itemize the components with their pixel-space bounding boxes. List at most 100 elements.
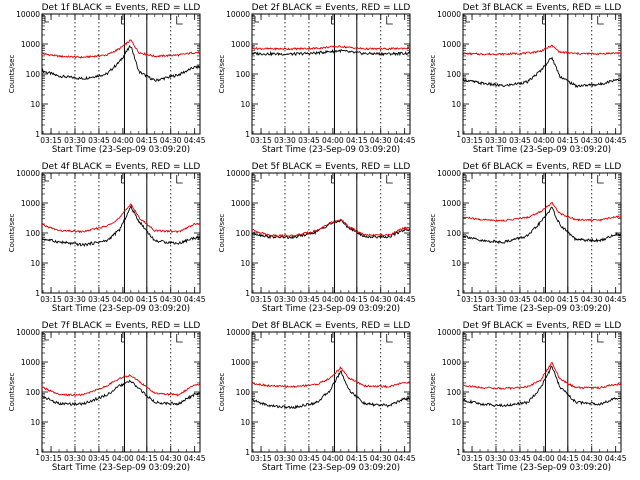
y-tick-label: 1000 [231, 40, 250, 49]
bracket-marker [597, 334, 604, 343]
panel-9: Det 9f BLACK = Events, RED = LLD 1 10 100 10… [429, 321, 627, 473]
bracket-marker [386, 175, 393, 184]
y-tick-label: 1 [456, 289, 461, 298]
x-axis-label: Start Time (23-Sep-09 03:09:20) [262, 463, 400, 473]
bracket-marker [44, 16, 49, 23]
series-line-lld-red [41, 203, 201, 234]
bracket-marker [331, 175, 335, 184]
y-tick-label: 1 [456, 448, 461, 457]
plot-frame [462, 13, 622, 135]
series-line-events-black [251, 219, 411, 240]
x-tick-label: 04:15 [346, 136, 368, 145]
y-tick-label: 10000 [437, 328, 461, 337]
x-axis-label: Start Time (23-Sep-09 03:09:20) [473, 463, 611, 473]
x-tick-label: 04:15 [557, 454, 579, 463]
x-tick-label: 03:30 [274, 454, 296, 463]
y-tick-label: 10000 [437, 169, 461, 178]
y-tick-label: 10 [451, 100, 461, 109]
x-tick-label: 04:00 [112, 454, 134, 463]
x-tick-label: 04:00 [533, 136, 555, 145]
series-line-events-black [463, 365, 622, 408]
x-tick-label: 04:45 [394, 454, 416, 463]
panel-title: Det 7f BLACK = Events, RED = LLD [42, 321, 201, 331]
x-tick-label: 03:30 [485, 454, 507, 463]
bracket-marker [597, 175, 604, 184]
bracket-marker [44, 334, 49, 341]
y-tick-label: 10 [30, 418, 40, 427]
x-axis-label: Start Time (23-Sep-09 03:09:20) [52, 463, 190, 473]
x-axis-label: Start Time (23-Sep-09 03:09:20) [262, 304, 400, 314]
panel-title: Det 1f BLACK = Events, RED = LLD [42, 3, 201, 13]
series-line-events-black [462, 56, 622, 88]
bracket-marker [121, 334, 125, 343]
panel-7: Det 7f BLACK = Events, RED = LLD 1 10 100 10… [8, 321, 206, 473]
x-tick-label: 03:15 [250, 454, 272, 463]
panel-title: Det 6f BLACK = Events, RED = LLD [463, 162, 622, 172]
x-tick-label: 04:30 [370, 454, 392, 463]
x-tick-label: 03:30 [485, 136, 507, 145]
y-tick-label: 10 [30, 259, 40, 268]
y-tick-label: 1000 [21, 40, 40, 49]
x-tick-label: 03:30 [274, 295, 296, 304]
x-axis-label: Start Time (23-Sep-09 03:09:20) [52, 304, 190, 314]
bracket-marker [121, 175, 125, 184]
x-tick-label: 04:30 [581, 454, 603, 463]
x-tick-label: 03:15 [461, 454, 483, 463]
plot-frame [251, 13, 411, 135]
plot-frame [251, 172, 411, 294]
x-axis-label: Start Time (23-Sep-09 03:09:20) [473, 145, 611, 155]
x-tick-label: 04:00 [112, 295, 134, 304]
y-tick-label: 10 [30, 100, 40, 109]
x-tick-label: 03:15 [40, 136, 62, 145]
y-tick-label: 1 [456, 130, 461, 139]
y-tick-label: 10000 [16, 169, 40, 178]
x-tick-label: 03:45 [298, 295, 320, 304]
plot-frame [251, 331, 411, 453]
x-tick-label: 04:30 [160, 295, 182, 304]
series-line-lld-red [251, 218, 411, 238]
x-tick-label: 04:45 [184, 454, 206, 463]
series-line-lld-red [251, 366, 411, 389]
x-tick-label: 04:15 [557, 136, 579, 145]
x-tick-label: 04:00 [533, 295, 555, 304]
x-tick-label: 03:15 [461, 136, 483, 145]
y-axis-label: Counts/sec [8, 373, 16, 412]
x-tick-label: 04:15 [136, 295, 158, 304]
x-tick-label: 04:30 [370, 295, 392, 304]
series-line-events-black [252, 369, 411, 410]
bracket-marker [254, 334, 259, 341]
x-tick-label: 04:30 [160, 454, 182, 463]
x-tick-label: 04:45 [605, 136, 627, 145]
bracket-marker [386, 334, 393, 343]
panel-title: Det 9f BLACK = Events, RED = LLD [463, 321, 622, 331]
bracket-marker [542, 175, 546, 184]
y-tick-label: 1000 [231, 358, 250, 367]
y-tick-label: 10 [240, 418, 250, 427]
y-tick-label: 100 [447, 229, 462, 238]
y-tick-label: 1 [35, 130, 40, 139]
x-tick-label: 04:45 [605, 454, 627, 463]
bracket-marker [331, 16, 335, 25]
x-tick-label: 04:15 [136, 136, 158, 145]
y-tick-label: 10 [451, 259, 461, 268]
series-line-lld-red [41, 39, 201, 59]
bracket-marker [465, 175, 470, 182]
x-tick-label: 03:45 [509, 136, 531, 145]
x-tick-label: 03:30 [64, 136, 86, 145]
x-tick-label: 04:45 [605, 295, 627, 304]
y-tick-label: 10000 [226, 169, 250, 178]
x-tick-label: 04:15 [136, 454, 158, 463]
x-tick-label: 03:15 [250, 136, 272, 145]
x-tick-label: 04:15 [346, 295, 368, 304]
y-axis-label: Counts/sec [8, 214, 16, 253]
bracket-marker [254, 16, 259, 23]
bracket-marker [254, 175, 259, 182]
x-tick-label: 04:00 [322, 454, 344, 463]
x-tick-label: 04:00 [322, 136, 344, 145]
series-line-events-black [41, 379, 201, 407]
panel-3: Det 3f BLACK = Events, RED = LLD 1 10 100 10… [429, 3, 627, 155]
y-tick-label: 1000 [231, 199, 250, 208]
bracket-marker [597, 16, 604, 25]
x-tick-label: 04:30 [370, 136, 392, 145]
